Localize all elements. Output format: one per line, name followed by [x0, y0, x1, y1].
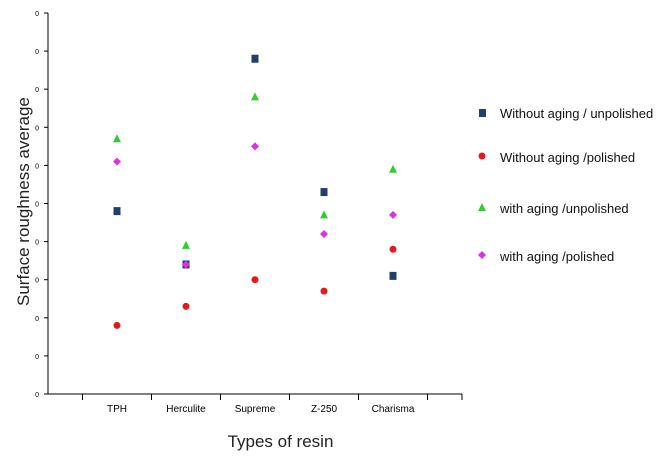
- data-point-diamond: [389, 210, 397, 219]
- legend-item-with-aging-polished: with aging /polished: [478, 248, 658, 265]
- data-point-diamond: [182, 260, 190, 269]
- data-point-circle: [320, 287, 328, 295]
- legend-diamond-marker: [478, 251, 486, 259]
- chart-axes: [47, 13, 462, 395]
- y-tick-label: 0: [35, 87, 39, 94]
- data-point-square: [251, 54, 259, 63]
- x-tick-label: TPH: [107, 404, 127, 415]
- data-point-square: [389, 271, 397, 280]
- data-point-triangle: [251, 92, 259, 101]
- x-axis-label-wrap: Types of resin: [0, 432, 661, 452]
- legend-label: Without aging /polished: [500, 150, 636, 165]
- y-tick-label: 0: [35, 11, 39, 18]
- legend-item-with-aging-unpolished: with aging /unpolished: [478, 200, 658, 248]
- legend-label: Without aging / unpolished: [500, 106, 654, 121]
- y-tick-label: 0: [35, 125, 39, 132]
- data-point-circle: [113, 321, 121, 329]
- legend-label: with aging /unpolished: [500, 201, 629, 216]
- x-tick-label: Herculite: [166, 404, 206, 415]
- data-point-triangle: [320, 210, 328, 219]
- data-point-triangle: [113, 134, 121, 143]
- legend-circle-marker: [478, 152, 486, 160]
- data-point-diamond: [320, 229, 328, 238]
- legend-item-without-aging-unpolished: Without aging / unpolished: [478, 105, 658, 149]
- y-tick-label: 0: [35, 202, 39, 209]
- y-tick-label: 0: [35, 392, 39, 399]
- data-point-diamond: [251, 142, 259, 151]
- legend: Without aging / unpolished Without aging…: [478, 105, 658, 265]
- data-point-circle: [251, 276, 259, 284]
- data-point-triangle: [182, 240, 190, 249]
- x-axis-label: Types of resin: [227, 432, 334, 451]
- y-axis-label: Surface roughness average: [14, 97, 33, 306]
- x-tick-label: Charisma: [372, 404, 415, 415]
- data-point-triangle: [389, 164, 397, 173]
- data-point-circle: [389, 245, 397, 253]
- data-point-circle: [182, 302, 190, 310]
- data-point-diamond: [113, 157, 121, 166]
- data-point-square: [320, 188, 328, 197]
- y-tick-label: 0: [35, 49, 39, 56]
- x-ticks: TPH Herculite Supreme Z-250 Charisma: [82, 394, 463, 415]
- data-points: [113, 54, 397, 329]
- y-tick-label: 0: [35, 278, 39, 285]
- data-point-square: [113, 207, 121, 216]
- y-ticks: 0 0 0 0 0 0 0 0 0 0 0: [35, 11, 48, 399]
- y-tick-label: 0: [35, 163, 39, 170]
- legend-item-without-aging-polished: Without aging /polished: [478, 149, 658, 200]
- y-tick-label: 0: [35, 354, 39, 361]
- legend-square-marker: [479, 109, 486, 117]
- x-tick-label: Supreme: [235, 404, 276, 415]
- y-tick-label: 0: [35, 316, 39, 323]
- x-tick-label: Z-250: [311, 404, 338, 415]
- legend-triangle-marker: [478, 203, 486, 211]
- legend-label: with aging /polished: [500, 249, 615, 264]
- y-tick-label: 0: [35, 240, 39, 247]
